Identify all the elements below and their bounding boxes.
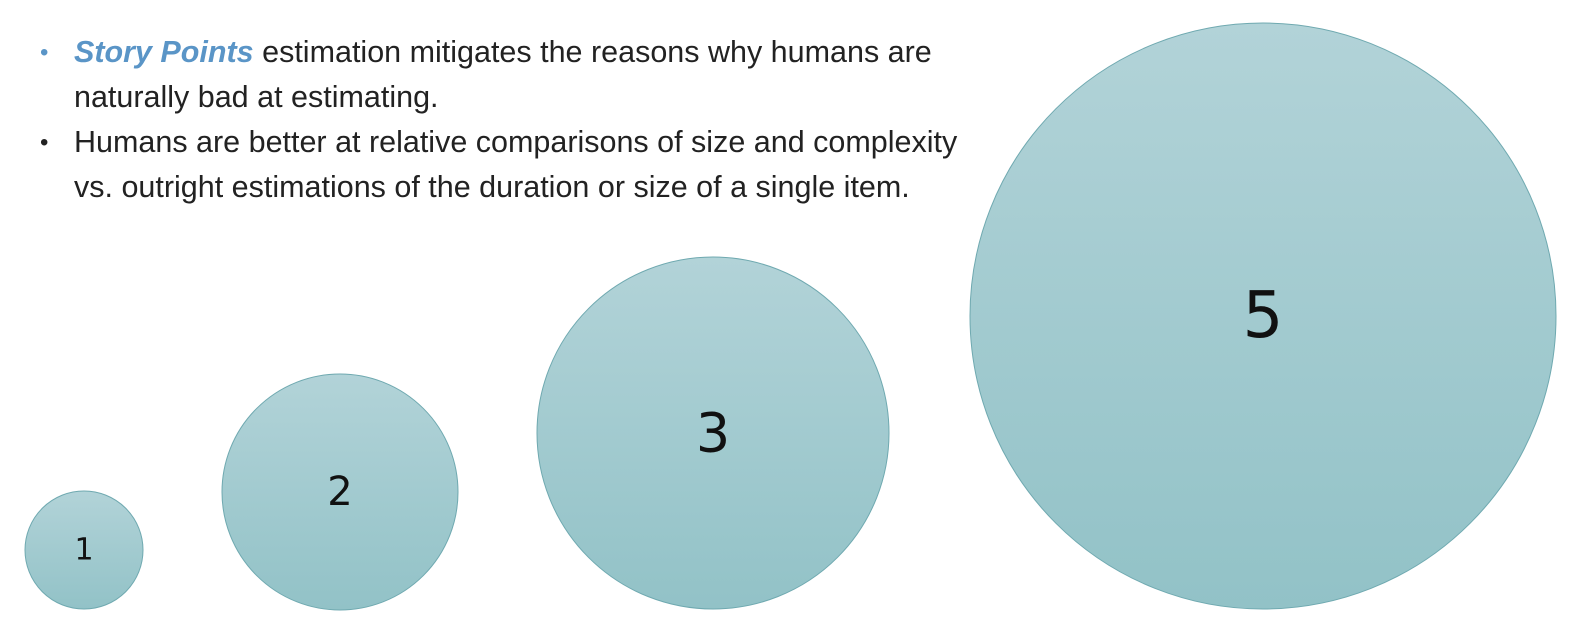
circle-shape <box>221 373 459 611</box>
story-points-term: Story Points <box>74 35 254 69</box>
bullet-list: • Story Points estimation mitigates the … <box>38 30 983 210</box>
circle-shape <box>24 490 144 610</box>
bullet-dot-icon: • <box>40 129 49 156</box>
bullet-text: estimation mitigates the reasons why hum… <box>74 35 932 114</box>
bullet-item-story-points: • Story Points estimation mitigates the … <box>38 30 983 120</box>
circle-label: 1 <box>74 533 93 568</box>
circle-1: 1 <box>24 490 144 610</box>
circle-2: 2 <box>221 373 459 611</box>
circle-label: 2 <box>327 469 352 515</box>
circle-shape <box>969 22 1557 610</box>
circle-3: 3 <box>536 256 890 610</box>
circle-label: 3 <box>696 402 730 465</box>
circle-label: 5 <box>1243 279 1284 353</box>
circle-5: 5 <box>969 22 1557 610</box>
bullet-text: Humans are better at relative comparison… <box>74 125 958 204</box>
bullet-dot-icon: • <box>40 39 49 66</box>
circle-shape <box>536 256 890 610</box>
bullet-item-relative-comparison: • Humans are better at relative comparis… <box>38 120 983 210</box>
